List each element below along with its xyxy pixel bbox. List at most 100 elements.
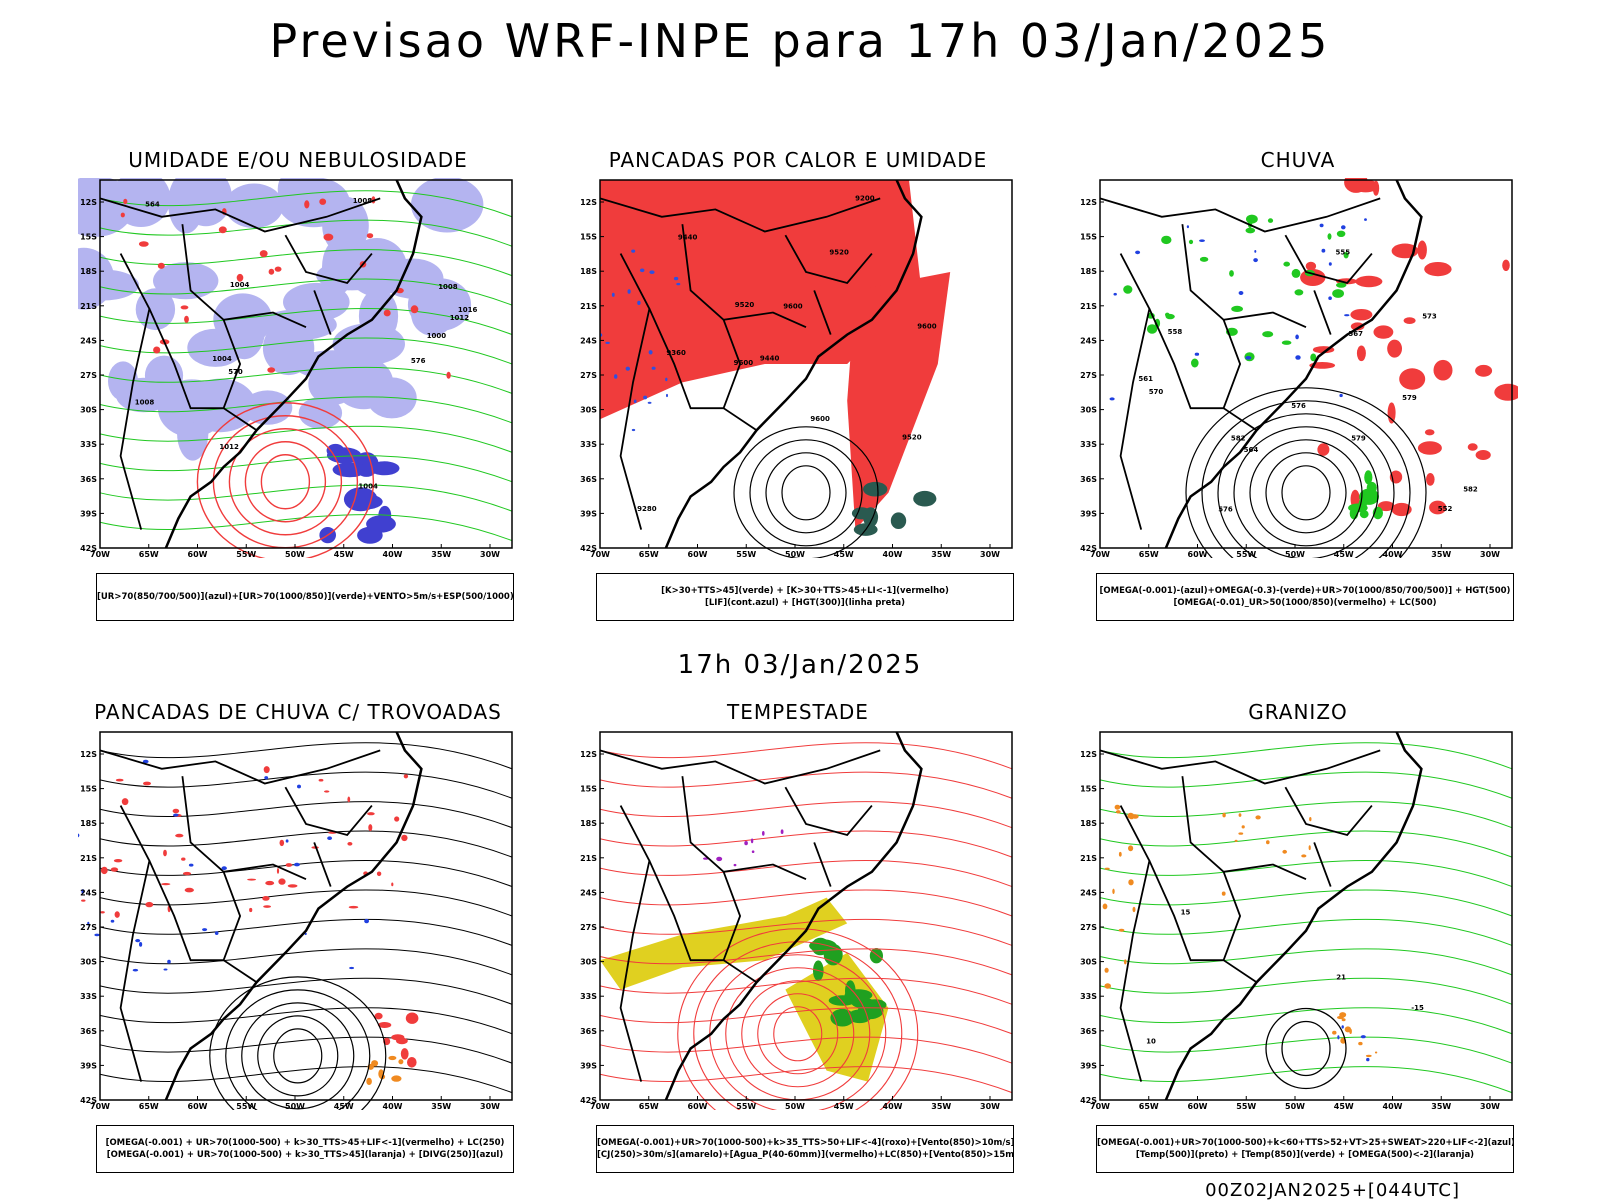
field-patch xyxy=(78,833,80,838)
lon-tick-label: 50W xyxy=(785,550,805,558)
contour-label: 1008 xyxy=(135,399,155,407)
field-patch xyxy=(1475,364,1493,377)
streamline xyxy=(99,948,513,976)
field-patch xyxy=(631,249,636,253)
lat-tick-label: 27S xyxy=(580,923,597,932)
contour-label: 9520 xyxy=(735,301,755,309)
coastline xyxy=(1164,179,1423,549)
panel-legend: [OMEGA(-0.001)+UR>70(1000-500)+k<60+TTS>… xyxy=(1096,1125,1514,1173)
field-patch xyxy=(267,367,276,373)
field-patch xyxy=(847,272,951,530)
lat-tick-label: 18S xyxy=(80,267,97,276)
field-patch xyxy=(1114,804,1121,810)
isoline xyxy=(741,980,855,1088)
field-patch xyxy=(115,778,124,782)
country-border xyxy=(1181,776,1307,881)
field-patch xyxy=(1291,268,1301,278)
field-patch xyxy=(1295,355,1301,360)
panel-title: CHUVA xyxy=(1260,148,1336,172)
streamline xyxy=(99,977,513,1005)
map-chuva: 582 579 579 576 573 570 567 564 561 558 555 552 576 5… xyxy=(1080,178,1518,558)
lat-tick-label: 15S xyxy=(580,233,597,242)
lon-tick-label: 45W xyxy=(1334,550,1354,558)
field-patch xyxy=(1238,813,1242,817)
legend-line: [Temp(500)](preto) + [Temp(850)](verde) … xyxy=(1135,1150,1475,1160)
field-patch xyxy=(1403,317,1416,324)
field-patch xyxy=(377,1022,392,1028)
lat-tick-label: 33S xyxy=(580,440,597,449)
lon-tick-label: 45W xyxy=(1334,1102,1354,1110)
lon-tick-label: 35W xyxy=(931,550,951,558)
panel-umidade: UMIDADE E/OU NEBULOSIDADE 1008 1004 1008 10… xyxy=(78,148,518,628)
field-patch xyxy=(1165,312,1170,317)
field-patch xyxy=(214,931,219,935)
field-patch xyxy=(1387,339,1402,358)
lat-tick-label: 21S xyxy=(580,854,597,863)
country-border xyxy=(1119,253,1151,530)
field-patch xyxy=(890,512,907,529)
lon-tick-label: 60W xyxy=(188,1102,208,1110)
country-border xyxy=(599,197,881,233)
lon-tick-label: 70W xyxy=(590,550,610,558)
streamline xyxy=(99,514,513,542)
isoline xyxy=(1233,426,1379,558)
field-patch xyxy=(157,262,165,269)
lon-tick-label: 55W xyxy=(1236,1102,1256,1110)
field-patch xyxy=(1336,230,1346,237)
lat-tick-label: 12S xyxy=(1080,750,1097,759)
field-patch xyxy=(1364,218,1367,221)
streamline xyxy=(99,801,513,829)
field-patch xyxy=(1255,815,1261,820)
lat-tick-label: 33S xyxy=(80,440,97,449)
field-patch xyxy=(600,180,922,420)
lat-tick-label: 39S xyxy=(80,1061,97,1070)
streamline xyxy=(599,742,1013,770)
lat-tick-label: 30S xyxy=(1080,406,1097,415)
country-border xyxy=(1284,234,1373,285)
field-patch xyxy=(78,247,115,310)
field-patch xyxy=(1417,441,1442,455)
lat-tick-label: 27S xyxy=(80,371,97,380)
contour-label: 21 xyxy=(1336,973,1346,981)
legend-line: [OMEGA(-0.001)+UR>70(1000-500)+k>35_TTS>… xyxy=(597,1138,1013,1148)
lat-tick-label: 30S xyxy=(1080,958,1097,967)
coastline xyxy=(664,731,923,1101)
country-border xyxy=(313,842,332,887)
field-patch xyxy=(1317,443,1330,456)
lat-tick-label: 39S xyxy=(1080,1061,1097,1070)
field-patch xyxy=(357,526,383,544)
lat-tick-label: 36S xyxy=(80,1027,97,1036)
field-patch xyxy=(400,1048,409,1060)
lat-tick-label: 15S xyxy=(80,233,97,242)
field-patch xyxy=(611,292,615,297)
lon-tick-label: 65W xyxy=(139,1102,159,1110)
field-patch xyxy=(367,812,375,816)
legend-line: [OMEGA(-0.001)+UR>70(1000-500)+k<60+TTS>… xyxy=(1097,1138,1513,1148)
field-patch xyxy=(869,948,883,964)
field-patch xyxy=(1332,1030,1337,1035)
field-patch xyxy=(100,866,108,875)
field-patch xyxy=(398,1059,404,1065)
streamline xyxy=(99,278,513,306)
field-patch xyxy=(1365,1054,1372,1058)
field-patch xyxy=(1424,429,1435,436)
field-patch xyxy=(391,1075,402,1082)
legend-line: [OMEGA(-0.001) + UR>70(1000-500) + k>30_… xyxy=(106,1150,504,1160)
lat-tick-label: 42S xyxy=(1080,544,1097,553)
field-patch xyxy=(1221,891,1226,896)
lat-tick-label: 12S xyxy=(580,750,597,759)
field-patch xyxy=(279,839,285,847)
field-patch xyxy=(828,995,857,1006)
field-patch xyxy=(1234,839,1238,842)
contour-label: 9280 xyxy=(637,505,657,513)
field-patch xyxy=(1321,248,1326,253)
field-patch xyxy=(1360,1035,1366,1039)
contour-label: 558 xyxy=(1168,328,1183,336)
panel-legend: [OMEGA(-0.001)+UR>70(1000-500)+k>35_TTS>… xyxy=(596,1125,1014,1173)
field-patch xyxy=(143,781,151,786)
field-patch xyxy=(180,305,189,310)
field-patch xyxy=(187,328,244,367)
lat-tick-label: 42S xyxy=(1080,1096,1097,1105)
field-patch xyxy=(1364,470,1373,485)
